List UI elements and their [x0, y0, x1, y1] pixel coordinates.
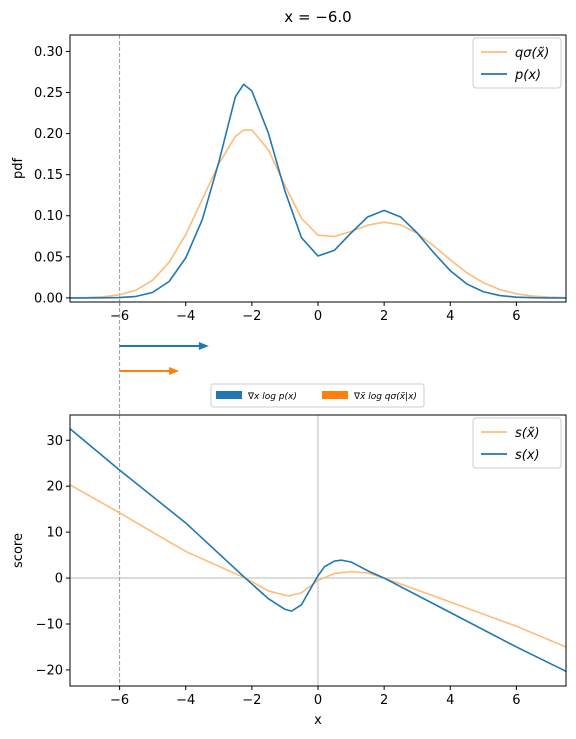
- arrow-head-x-log-q-x-x: [169, 367, 180, 375]
- score-x-axis-label: x: [314, 713, 322, 728]
- pdf-x-ticks: −6 −4 −2 0 2 4 6: [110, 302, 521, 324]
- legend-label-q-x: qσ(x̃): [515, 46, 549, 61]
- arrows-legend-box: [210, 383, 425, 408]
- legend-label-p-x: p(x): [514, 68, 541, 83]
- pdf-legend: qσ(x̃) p(x): [472, 37, 562, 89]
- arrows-legend-swatch: [322, 391, 348, 399]
- x-tick-label: 0: [314, 309, 322, 324]
- x-tick-label: −2: [242, 693, 261, 708]
- y-tick-label: 0.00: [34, 291, 63, 306]
- pdf-y-ticks: 0.00 0.05 0.10 0.15 0.20 0.25 0.30: [34, 45, 70, 306]
- arrows-legend-label: ∇x log p(x): [247, 392, 297, 402]
- y-tick-label: −20: [36, 663, 63, 678]
- y-tick-label: 0.05: [34, 250, 63, 265]
- score-x-ticks: −6 −4 −2 0 2 4 6: [110, 686, 521, 708]
- x-tick-label: 2: [380, 309, 388, 324]
- legend-label-s-x: s(x̃): [515, 426, 540, 441]
- y-tick-label: 0.25: [34, 86, 63, 101]
- x-tick-label: 2: [380, 693, 388, 708]
- score-y-axis-label: score: [11, 533, 26, 568]
- gradient-arrows-panel: ∇x log p(x) ∇x̃ log qσ(x̃|x): [119, 302, 425, 415]
- x-tick-label: −2: [242, 309, 261, 324]
- x-tick-label: 6: [512, 309, 520, 324]
- y-tick-label: 30: [46, 434, 63, 449]
- x-tick-label: 4: [446, 309, 454, 324]
- arrows-legend: ∇x log p(x) ∇x̃ log qσ(x̃|x): [210, 383, 425, 408]
- pdf-series-layer: [69, 83, 567, 299]
- legend-label-s-x: s(x): [515, 448, 540, 463]
- y-tick-label: −10: [36, 617, 63, 632]
- y-tick-label: 10: [46, 526, 63, 541]
- series-line-s-x: [69, 428, 567, 673]
- score-legend: s(x̃) s(x): [472, 417, 562, 469]
- x-tick-label: −6: [110, 693, 129, 708]
- chart-title: x = −6.0: [284, 8, 351, 26]
- arrow-head-x-log-p-x: [198, 342, 209, 350]
- legend-box: [472, 37, 562, 89]
- x-tick-label: −4: [176, 309, 195, 324]
- series-line-s-x: [69, 484, 567, 648]
- score-zero-layer: [70, 415, 566, 686]
- x-tick-label: 4: [446, 693, 454, 708]
- score-series-layer: [69, 428, 567, 673]
- x-tick-label: 6: [512, 693, 520, 708]
- y-tick-label: 0: [55, 572, 63, 587]
- y-tick-label: 0.20: [34, 127, 63, 142]
- x-tick-label: 0: [314, 693, 322, 708]
- score-y-ticks: −20 −10 0 10 20 30: [36, 434, 70, 678]
- x-tick-label: −4: [176, 693, 195, 708]
- gradient-arrows: [119, 342, 209, 375]
- legend-box: [472, 417, 562, 469]
- series-line-p-x: [70, 83, 566, 299]
- pdf-y-axis-label: pdf: [11, 158, 26, 180]
- y-tick-label: 20: [46, 480, 63, 495]
- y-tick-label: 0.30: [34, 45, 63, 60]
- y-tick-label: 0.15: [34, 168, 63, 183]
- y-tick-label: 0.10: [34, 209, 63, 224]
- series-line-q-x: [69, 129, 567, 299]
- arrows-legend-label: ∇x̃ log qσ(x̃|x): [353, 392, 417, 402]
- pdf-panel: −6 −4 −2 0 2 4 6 0.000.050.100.150.200.250.30 …: [11, 34, 567, 324]
- arrows-legend-swatch: [216, 391, 242, 399]
